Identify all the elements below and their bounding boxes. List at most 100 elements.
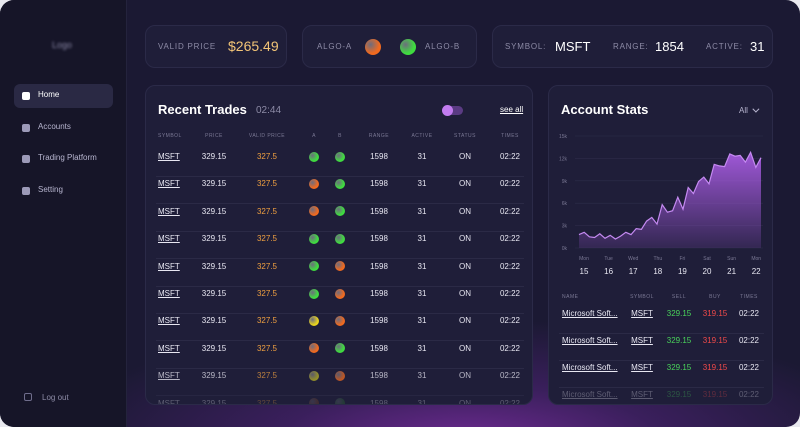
- signal-dot: [309, 206, 319, 217]
- filter-dropdown[interactable]: All: [739, 105, 760, 115]
- signal-dot: [335, 370, 345, 381]
- cell-price: 329.15: [201, 398, 227, 405]
- cell-price: 329.15: [201, 343, 227, 353]
- signal-dot: [309, 151, 319, 162]
- x-date-label: 20: [703, 267, 712, 276]
- x-date-label: 22: [752, 267, 761, 276]
- cell-price: 329.15: [201, 152, 227, 161]
- cell-status: ON: [459, 206, 471, 216]
- cell-status: ON: [459, 261, 471, 271]
- column-header: STATUS: [454, 133, 476, 139]
- cell-symbol: MSFT: [631, 336, 653, 345]
- cell-sell: 329.15: [666, 390, 692, 399]
- cell-status: ON: [459, 371, 471, 381]
- trade-row: MSFT 329.15 327.5 1598 31 ON 02:22: [146, 260, 532, 287]
- cell-time: 02:22: [738, 336, 760, 345]
- nav-item[interactable]: Home: [14, 84, 113, 108]
- column-header: SYMBOL: [158, 133, 182, 139]
- cell-symbol: MSFT: [631, 390, 653, 399]
- logout[interactable]: Log out: [42, 393, 69, 402]
- filter-label[interactable]: All: [739, 106, 748, 115]
- cell-valid-price: 327.5: [256, 234, 278, 244]
- cell-price: 329.15: [201, 234, 227, 244]
- cell-range: 1598: [370, 343, 388, 353]
- cell-active: 31: [417, 316, 427, 326]
- nav-icon: [22, 186, 30, 195]
- cell-name: Microsoft Soft...: [562, 309, 618, 318]
- cell-time: 02:22: [499, 206, 521, 216]
- signal-dot: [309, 233, 319, 244]
- cell-time: 02:22: [738, 363, 760, 372]
- x-date-label: 21: [727, 267, 736, 276]
- cell-time: 02:22: [499, 152, 521, 161]
- cell-price: 329.15: [201, 179, 227, 189]
- cell-active: 31: [417, 398, 427, 405]
- x-day-label: Tue: [604, 256, 613, 262]
- cell-time: 02:22: [499, 316, 521, 326]
- cell-range: 1598: [370, 289, 388, 298]
- cell-valid-price: 327.5: [256, 371, 278, 381]
- cell-time: 02:22: [499, 261, 521, 271]
- cell-range: 1598: [370, 398, 388, 405]
- toggle[interactable]: [442, 105, 463, 116]
- cell-symbol: MSFT: [631, 309, 653, 318]
- cell-symbol: MSFT: [158, 206, 180, 216]
- cell-time: 02:22: [499, 234, 521, 244]
- cell-range: 1598: [370, 316, 388, 326]
- nav-item[interactable]: Trading Platform: [14, 147, 113, 171]
- cell-buy: 319.15: [702, 363, 728, 372]
- cell-symbol: MSFT: [158, 398, 180, 405]
- cell-symbol: MSFT: [158, 289, 180, 298]
- nav-item[interactable]: Accounts: [14, 116, 113, 140]
- stats-row: Microsoft Soft... MSFT 329.15 319.15 02:22: [549, 334, 772, 361]
- nav-item[interactable]: Setting: [14, 179, 113, 203]
- algo-card: ALGO-A ALGO-B: [302, 25, 477, 68]
- cell-valid-price: 327.5: [256, 179, 278, 189]
- x-day-label: Sun: [727, 256, 736, 262]
- signal-dot: [309, 343, 319, 354]
- x-day-label: Mon: [579, 256, 589, 262]
- trade-row: MSFT 329.15 327.5 1598 31 ON 02:22: [146, 150, 532, 177]
- column-header: A: [312, 133, 316, 139]
- cell-range: 1598: [370, 261, 388, 271]
- symbol-label: SYMBOL:: [505, 42, 547, 51]
- cell-valid-price: 327.5: [256, 398, 278, 405]
- cell-valid-price: 327.5: [256, 343, 278, 353]
- cell-range: 1598: [370, 179, 388, 189]
- column-header: ACTIVE: [411, 133, 433, 139]
- column-header: PRICE: [205, 133, 223, 139]
- cell-time: 02:22: [499, 371, 521, 381]
- nav-label: Home: [38, 90, 60, 99]
- signal-dot: [309, 288, 319, 299]
- trade-row: MSFT 329.15 327.5 1598 31 ON 02:22: [146, 232, 532, 260]
- cell-valid-price: 327.5: [256, 206, 278, 216]
- cell-active: 31: [417, 343, 427, 353]
- x-day-label: Thu: [653, 256, 662, 262]
- logout-icon: [24, 393, 32, 401]
- signal-dot: [335, 398, 345, 404]
- nav-label: Trading Platform: [38, 153, 97, 162]
- cell-symbol: MSFT: [158, 371, 180, 381]
- signal-dot: [309, 261, 319, 272]
- valid-price-card: VALID PRICE $265.49: [145, 25, 287, 68]
- trade-row: MSFT 329.15 327.5 1598 31 ON 02:22: [146, 177, 532, 205]
- cell-buy: 319.15: [702, 309, 728, 318]
- trade-row: MSFT 329.15 327.5 1598 31 ON 02:22: [146, 397, 532, 405]
- x-day-label: Fri: [679, 256, 685, 262]
- signal-dot: [335, 288, 345, 299]
- see-all[interactable]: see all: [500, 105, 524, 114]
- column-header: VALID PRICE: [248, 133, 286, 139]
- symbol-card: SYMBOL: MSFT RANGE: 1854 ACTIVE: 31: [492, 25, 773, 68]
- cell-price: 329.15: [201, 371, 227, 381]
- cell-symbol: MSFT: [158, 343, 180, 353]
- row-divider: [156, 230, 524, 232]
- area-fill: [579, 152, 761, 248]
- cell-range: 1598: [370, 206, 388, 216]
- cell-price: 329.15: [201, 261, 227, 271]
- cell-status: ON: [459, 316, 471, 326]
- cell-price: 329.15: [201, 289, 227, 298]
- column-header: BUY: [709, 294, 721, 300]
- cell-status: ON: [459, 289, 471, 298]
- cell-active: 31: [417, 152, 427, 161]
